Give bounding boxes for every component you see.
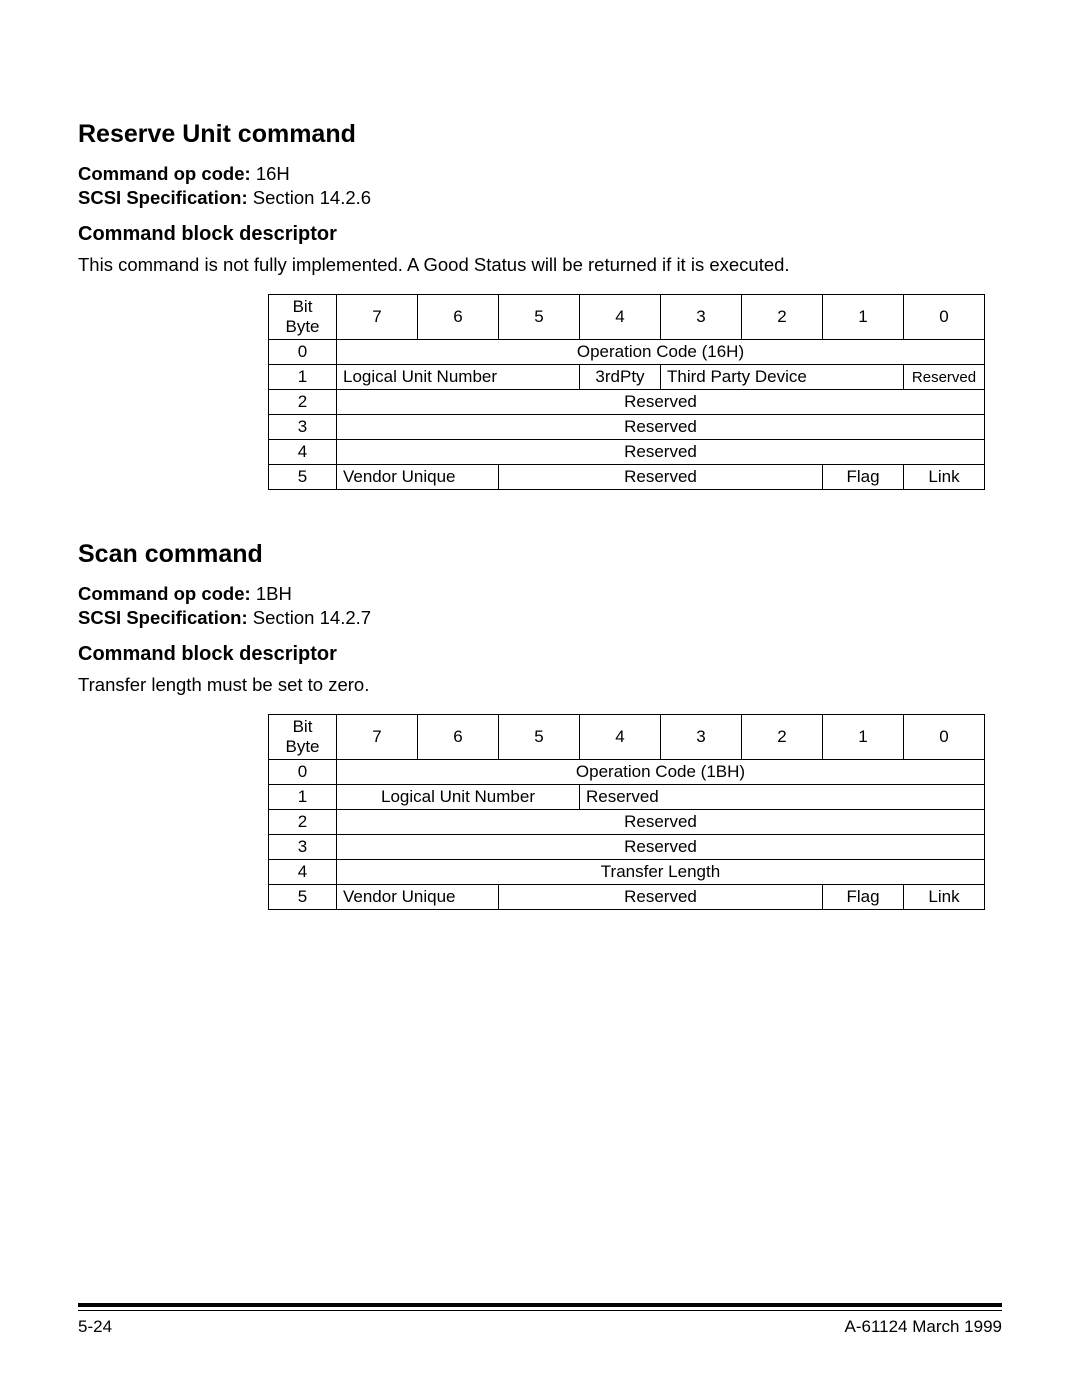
byte-num: 3 xyxy=(269,835,337,860)
bit-0: 0 xyxy=(904,715,985,760)
table-row: 4 Transfer Length xyxy=(269,860,985,885)
byte-num: 2 xyxy=(269,810,337,835)
byte-num: 5 xyxy=(269,465,337,490)
link-field: Link xyxy=(904,885,985,910)
bit-3: 3 xyxy=(661,715,742,760)
section1-cbd-title: Command block descriptor xyxy=(78,223,1002,246)
spec-value: Section 14.2.7 xyxy=(253,607,371,628)
section1-opcode: Command op code: 16H xyxy=(78,163,1002,185)
bit-4: 4 xyxy=(580,295,661,340)
byte-num: 4 xyxy=(269,440,337,465)
reserved-field: Reserved xyxy=(499,885,823,910)
page: Reserve Unit command Command op code: 16… xyxy=(0,0,1080,1397)
spec-value: Section 14.2.6 xyxy=(253,187,371,208)
byte-num: 0 xyxy=(269,340,337,365)
row-value: Reserved xyxy=(337,415,985,440)
byte-num: 0 xyxy=(269,760,337,785)
header-bit-byte: Bit Byte xyxy=(269,715,337,760)
bit-3: 3 xyxy=(661,295,742,340)
table-row: 5 Vendor Unique Reserved Flag Link xyxy=(269,465,985,490)
section2-body: Transfer length must be set to zero. xyxy=(78,674,1002,696)
doc-id-date: A-61124 March 1999 xyxy=(844,1317,1002,1337)
row-value: Reserved xyxy=(337,440,985,465)
footer-rule xyxy=(78,1303,1002,1311)
lun-field: Logical Unit Number xyxy=(337,365,580,390)
section1-spec: SCSI Specification: Section 14.2.6 xyxy=(78,187,1002,209)
reserved-field: Reserved xyxy=(580,785,985,810)
bit-0: 0 xyxy=(904,295,985,340)
byte-num: 1 xyxy=(269,365,337,390)
header-bit: Bit xyxy=(293,297,313,316)
bit-1: 1 xyxy=(823,715,904,760)
flag-field: Flag xyxy=(823,885,904,910)
header-byte: Byte xyxy=(285,737,319,756)
byte-num: 2 xyxy=(269,390,337,415)
flag-field: Flag xyxy=(823,465,904,490)
table-row: 1 Logical Unit Number 3rdPty Third Party… xyxy=(269,365,985,390)
bit-6: 6 xyxy=(418,715,499,760)
table-row: 3 Reserved xyxy=(269,415,985,440)
page-footer: 5-24 A-61124 March 1999 xyxy=(78,1303,1002,1337)
bit-2: 2 xyxy=(742,295,823,340)
opcode-label: Command op code: xyxy=(78,583,251,604)
reserved-field: Reserved xyxy=(499,465,823,490)
bit-2: 2 xyxy=(742,715,823,760)
table-row: 0 Operation Code (16H) xyxy=(269,340,985,365)
section1-title: Reserve Unit command xyxy=(78,120,1002,149)
bit-5: 5 xyxy=(499,295,580,340)
section2-opcode: Command op code: 1BH xyxy=(78,583,1002,605)
spec-label: SCSI Specification: xyxy=(78,187,248,208)
bit-4: 4 xyxy=(580,715,661,760)
section2-table: Bit Byte 7 6 5 4 3 2 1 0 0 Operation Cod… xyxy=(268,714,985,910)
spec-label: SCSI Specification: xyxy=(78,607,248,628)
row-value: Operation Code (16H) xyxy=(337,340,985,365)
byte-num: 3 xyxy=(269,415,337,440)
section2-cbd-title: Command block descriptor xyxy=(78,643,1002,666)
table-header-row: Bit Byte 7 6 5 4 3 2 1 0 xyxy=(269,715,985,760)
table-row: 2 Reserved xyxy=(269,810,985,835)
reserved-field: Reserved xyxy=(904,365,985,390)
tpd-field: Third Party Device xyxy=(661,365,904,390)
header-byte: Byte xyxy=(285,317,319,336)
bit-7: 7 xyxy=(337,715,418,760)
row-value: Transfer Length xyxy=(337,860,985,885)
header-bit: Bit xyxy=(293,717,313,736)
lun-field: Logical Unit Number xyxy=(337,785,580,810)
section1-table: Bit Byte 7 6 5 4 3 2 1 0 0 Operation Cod… xyxy=(268,294,985,490)
table-row: 4 Reserved xyxy=(269,440,985,465)
header-bit-byte: Bit Byte xyxy=(269,295,337,340)
opcode-label: Command op code: xyxy=(78,163,251,184)
bit-5: 5 xyxy=(499,715,580,760)
row-value: Reserved xyxy=(337,390,985,415)
table-header-row: Bit Byte 7 6 5 4 3 2 1 0 xyxy=(269,295,985,340)
table-row: 5 Vendor Unique Reserved Flag Link xyxy=(269,885,985,910)
table-row: 1 Logical Unit Number Reserved xyxy=(269,785,985,810)
page-number: 5-24 xyxy=(78,1317,112,1337)
vendor-unique-field: Vendor Unique xyxy=(337,465,499,490)
row-value: Reserved xyxy=(337,810,985,835)
section2-spec: SCSI Specification: Section 14.2.7 xyxy=(78,607,1002,629)
bit-7: 7 xyxy=(337,295,418,340)
link-field: Link xyxy=(904,465,985,490)
opcode-value: 1BH xyxy=(256,583,292,604)
byte-num: 1 xyxy=(269,785,337,810)
byte-num: 5 xyxy=(269,885,337,910)
table-row: 3 Reserved xyxy=(269,835,985,860)
section2-title: Scan command xyxy=(78,540,1002,569)
section1-body: This command is not fully implemented. A… xyxy=(78,254,1002,276)
byte-num: 4 xyxy=(269,860,337,885)
row-value: Reserved xyxy=(337,835,985,860)
table-row: 2 Reserved xyxy=(269,390,985,415)
table-row: 0 Operation Code (1BH) xyxy=(269,760,985,785)
vendor-unique-field: Vendor Unique xyxy=(337,885,499,910)
bit-1: 1 xyxy=(823,295,904,340)
opcode-value: 16H xyxy=(256,163,290,184)
row-value: Operation Code (1BH) xyxy=(337,760,985,785)
bit-6: 6 xyxy=(418,295,499,340)
thirdpty-field: 3rdPty xyxy=(580,365,661,390)
